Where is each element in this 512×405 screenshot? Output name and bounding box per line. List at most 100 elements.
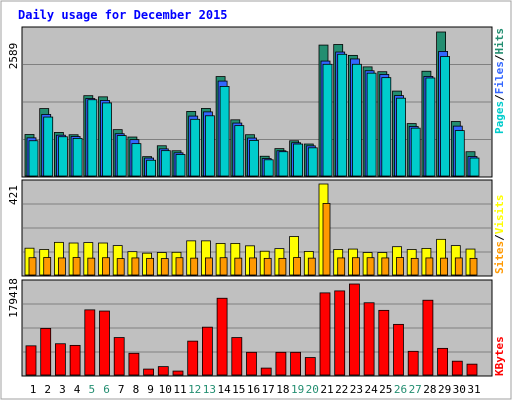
bar-pages-day-22 — [337, 53, 348, 177]
bar-kbytes-day-14 — [216, 297, 228, 376]
bar-sites-day-3 — [58, 257, 66, 276]
bar-sites-day-11 — [175, 257, 184, 276]
bar-kbytes-day-17 — [260, 367, 272, 376]
bar-pages-day-9 — [146, 159, 157, 177]
x-tick-label-day-1: 1 — [30, 383, 37, 396]
bar-pages-day-6 — [102, 102, 112, 177]
bars-visits-sites — [24, 183, 478, 276]
bar-sites-day-8 — [131, 257, 140, 276]
bar-kbytes-day-31 — [466, 363, 478, 376]
bar-pages-day-25 — [381, 77, 392, 177]
bar-kbytes-day-10 — [157, 366, 169, 376]
legend-sites: Sites — [493, 241, 506, 274]
bar-pages-day-23 — [351, 63, 362, 177]
bar-kbytes-day-27 — [407, 350, 419, 376]
bar-sites-day-19 — [293, 257, 302, 276]
bar-kbytes-day-21 — [319, 292, 331, 376]
bar-pages-day-2 — [43, 116, 54, 177]
x-tick-label-day-15: 15 — [232, 383, 245, 396]
x-tick-label-day-31: 31 — [467, 383, 480, 396]
bar-pages-day-19 — [293, 143, 304, 177]
bar-pages-day-16 — [249, 140, 259, 177]
x-tick-label-day-14: 14 — [217, 383, 231, 396]
bar-kbytes-day-26 — [393, 323, 404, 376]
bar-pages-day-4 — [72, 137, 83, 177]
legend-separator: / — [493, 94, 506, 101]
x-tick-label-day-11: 11 — [173, 383, 186, 396]
x-tick-label-day-3: 3 — [59, 383, 66, 396]
x-tick-label-day-16: 16 — [247, 383, 260, 396]
bar-pages-day-21 — [322, 63, 333, 177]
x-tick-label-day-9: 9 — [147, 383, 154, 396]
bar-sites-day-21 — [322, 203, 331, 276]
bar-pages-day-8 — [131, 143, 142, 177]
bar-sites-day-7 — [116, 258, 125, 276]
bar-kbytes-day-18 — [275, 351, 287, 376]
bar-sites-day-17 — [263, 257, 272, 276]
bar-kbytes-day-25 — [378, 309, 390, 376]
x-tick-label-day-8: 8 — [133, 383, 140, 396]
bar-pages-day-3 — [58, 136, 68, 177]
bar-kbytes-day-16 — [246, 351, 257, 376]
x-tick-label-day-20: 20 — [306, 383, 319, 396]
x-tick-label-day-2: 2 — [44, 383, 51, 396]
bar-sites-day-22 — [337, 257, 346, 276]
x-tick-label-day-4: 4 — [74, 383, 81, 396]
x-tick-label-day-23: 23 — [350, 383, 363, 396]
legend-hits: Hits — [493, 28, 506, 55]
bar-kbytes-day-3 — [55, 343, 66, 376]
bar-sites-day-4 — [72, 257, 81, 276]
bar-pages-day-29 — [440, 56, 451, 177]
bar-kbytes-day-1 — [25, 345, 37, 376]
bar-kbytes-day-30 — [451, 360, 463, 376]
x-tick-label-day-7: 7 — [118, 383, 125, 396]
legend-files: Files — [493, 61, 506, 94]
bar-kbytes-day-6 — [99, 310, 110, 376]
x-tick-label-day-24: 24 — [364, 383, 378, 396]
bar-kbytes-day-28 — [422, 299, 434, 376]
bar-pages-day-28 — [425, 77, 436, 177]
bar-pages-day-30 — [454, 130, 465, 177]
bar-sites-day-10 — [160, 258, 169, 276]
bar-pages-day-10 — [160, 150, 171, 177]
bar-pages-day-12 — [190, 118, 201, 177]
legend-separator: / — [493, 234, 506, 241]
ymax-label-kbytes: 179418 — [7, 278, 20, 318]
bar-sites-day-12 — [190, 257, 199, 276]
bar-kbytes-day-22 — [334, 290, 346, 376]
x-tick-label-day-22: 22 — [335, 383, 348, 396]
bar-sites-day-6 — [102, 257, 110, 276]
x-tick-label-day-17: 17 — [262, 383, 275, 396]
x-tick-label-day-10: 10 — [159, 383, 172, 396]
legend-pages: Pages — [493, 101, 506, 134]
bar-sites-day-24 — [366, 257, 375, 276]
bar-sites-day-1 — [28, 257, 37, 276]
x-axis-day-labels: 1 2 3 4 5 6 7 8 9 10 11 12 13 14 15 16 17 18 19 20 21 22 23 24 2… — [30, 383, 481, 396]
bars-hits-files-pages — [24, 31, 480, 177]
x-tick-label-day-30: 30 — [453, 383, 466, 396]
bar-pages-day-14 — [219, 86, 230, 177]
bar-kbytes-day-13 — [201, 326, 213, 376]
bar-pages-day-13 — [204, 115, 215, 177]
bar-kbytes-day-20 — [304, 357, 316, 376]
bar-kbytes-day-19 — [290, 351, 302, 376]
bar-pages-day-5 — [87, 99, 98, 177]
bar-sites-day-20 — [307, 257, 316, 276]
legend-separator: / — [493, 54, 506, 61]
bar-pages-day-15 — [234, 125, 245, 177]
bar-sites-day-26 — [396, 257, 404, 276]
bar-pages-day-1 — [28, 140, 39, 177]
bar-kbytes-day-8 — [128, 352, 140, 376]
bar-kbytes-day-11 — [172, 370, 184, 376]
bar-kbytes-day-23 — [348, 283, 360, 376]
ymax-label-hits: 2589 — [7, 43, 20, 70]
bar-kbytes-day-15 — [231, 337, 243, 376]
bar-pages-day-17 — [263, 159, 274, 177]
bar-kbytes-day-24 — [363, 302, 375, 376]
bar-kbytes-day-2 — [40, 327, 52, 376]
bar-pages-day-31 — [469, 157, 480, 177]
bar-pages-day-7 — [116, 135, 127, 177]
x-tick-label-day-18: 18 — [276, 383, 289, 396]
bar-kbytes-day-12 — [187, 340, 199, 376]
